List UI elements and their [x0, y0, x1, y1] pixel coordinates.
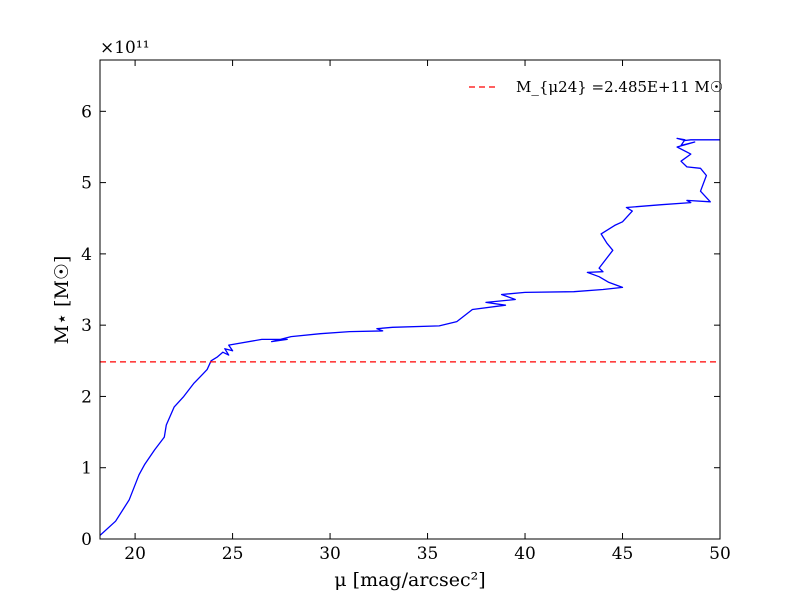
x-tick-label: 30 — [319, 544, 341, 564]
plot-background — [100, 60, 720, 539]
y-axis-label: M⋆ [M☉] — [51, 256, 73, 345]
x-axis-label: μ [mag/arcsec²] — [334, 569, 485, 591]
y-tick-label: 3 — [81, 316, 92, 336]
x-tick-label: 50 — [709, 544, 731, 564]
y-tick-label: 0 — [81, 530, 92, 550]
y-tick-label: 6 — [81, 102, 92, 122]
y-tick-label: 2 — [81, 387, 92, 407]
y-scale-label: ×10¹¹ — [100, 38, 150, 58]
y-tick-label: 1 — [81, 459, 92, 479]
x-tick-label: 35 — [417, 544, 439, 564]
y-tick-label: 5 — [81, 174, 92, 194]
series-line-0 — [100, 137, 720, 536]
x-tick-label: 20 — [124, 544, 146, 564]
plot-frame — [99, 59, 721, 540]
x-tick-label: 40 — [514, 544, 536, 564]
legend: M_{μ24} =2.485E+11 M☉ — [469, 78, 723, 96]
y-tick-label: 4 — [81, 245, 92, 265]
x-tick-label: 45 — [612, 544, 634, 564]
legend-entry-label: M_{μ24} =2.485E+11 M☉ — [516, 78, 723, 96]
x-tick-label: 25 — [222, 544, 244, 564]
